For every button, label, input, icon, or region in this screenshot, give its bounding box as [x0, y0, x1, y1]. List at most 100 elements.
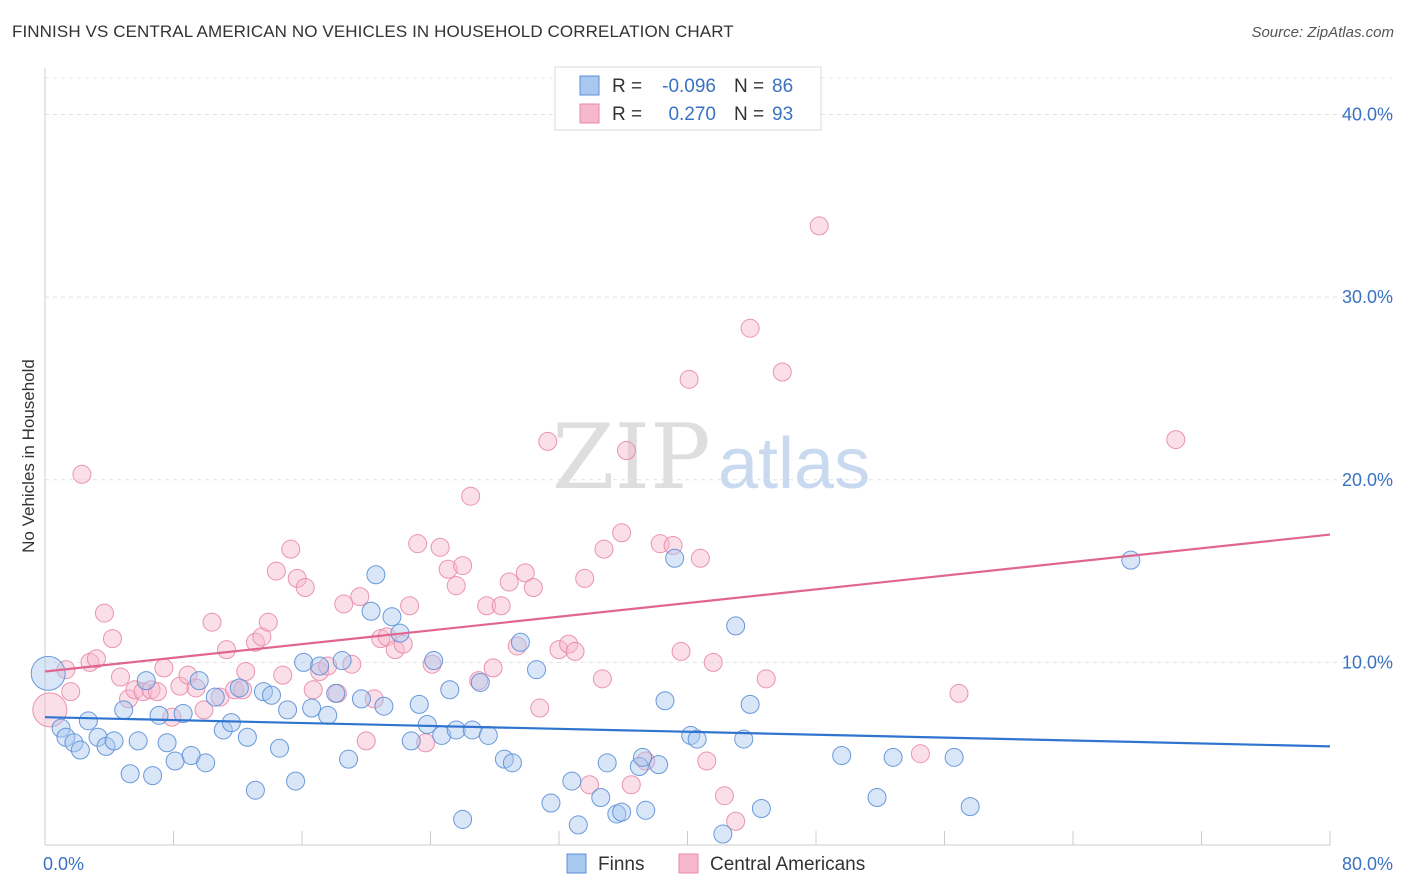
finns-point	[665, 548, 685, 568]
finns-point	[649, 755, 669, 775]
finns-point	[453, 809, 473, 829]
finns-point	[960, 797, 980, 817]
finns-point	[189, 671, 209, 691]
central-americans-point	[594, 539, 614, 559]
finns-point	[114, 700, 134, 720]
finns-trendline	[44, 716, 1331, 748]
central-americans-point	[72, 464, 92, 484]
y-tick-label: 40.0%	[1342, 105, 1393, 125]
finns-point	[462, 720, 482, 740]
finns-point	[527, 660, 547, 680]
central-americans-point	[756, 669, 776, 689]
legend-finns-label: Finns	[598, 854, 644, 875]
central-americans-point	[430, 537, 450, 557]
central-americans-point	[726, 811, 746, 831]
axes	[44, 68, 1331, 846]
central-americans-point	[202, 612, 222, 632]
central-americans-point	[154, 658, 174, 678]
finns-point	[510, 632, 530, 652]
watermark-atlas: atlas	[718, 424, 870, 504]
central-americans-point	[612, 523, 632, 543]
finns-point	[633, 747, 653, 767]
finns-point	[104, 731, 124, 751]
finns-point	[318, 705, 338, 725]
central-r-label: R =	[612, 104, 642, 125]
central-americans-point	[342, 654, 362, 674]
finns-point	[361, 601, 381, 621]
central-americans-point	[507, 636, 527, 656]
tick-labels: 10.0% 20.0% 30.0% 40.0% 0.0% 80.0%	[43, 105, 1393, 874]
finns-point	[64, 733, 84, 753]
finns-n-label: N =	[734, 76, 764, 97]
finns-point	[401, 731, 421, 751]
finns-point	[562, 771, 582, 791]
central-swatch	[579, 103, 600, 124]
finns-point	[636, 800, 656, 820]
finns-point	[478, 725, 498, 745]
legend-finns-swatch	[566, 853, 587, 874]
central-americans-point	[133, 682, 153, 702]
central-americans-point	[217, 640, 237, 660]
central-americans-point	[110, 667, 130, 687]
stats-legend: R = -0.096 N = 86 R = 0.270 N = 93	[554, 66, 822, 131]
central-americans-point	[523, 578, 543, 598]
finns-point	[424, 651, 444, 671]
finns-point	[883, 747, 903, 767]
central-americans-point	[703, 652, 723, 672]
finns-point	[157, 733, 177, 753]
central-americans-point	[438, 559, 458, 579]
finns-point	[568, 815, 588, 835]
finns-points	[30, 548, 1141, 844]
central-americans-point	[565, 641, 585, 661]
central-americans-point	[245, 632, 265, 652]
central-americans-point	[530, 698, 550, 718]
central-r-value: 0.270	[668, 104, 716, 125]
finns-point	[440, 680, 460, 700]
finns-point	[541, 793, 561, 813]
central-americans-point	[295, 578, 315, 598]
finns-point	[149, 705, 169, 725]
central-americans-point	[266, 561, 286, 581]
central-americans-point	[393, 634, 413, 654]
finns-point	[339, 749, 359, 769]
finns-point	[713, 824, 733, 844]
central-americans-point	[236, 662, 256, 682]
central-americans-point	[714, 786, 734, 806]
central-americans-point	[671, 641, 691, 661]
central-americans-point	[273, 665, 293, 685]
central-n-value: 93	[772, 104, 793, 125]
central-americans-point	[491, 596, 511, 616]
central-americans-point	[697, 751, 717, 771]
finns-point	[751, 798, 771, 818]
y-axis-label: No Vehicles in Household	[19, 359, 38, 553]
finns-point	[205, 687, 225, 707]
finns-point	[832, 746, 852, 766]
central-americans-point	[233, 680, 253, 700]
central-americans-point	[949, 683, 969, 703]
finns-point	[120, 764, 140, 784]
central-americans-point	[170, 676, 190, 696]
central-americans-point	[194, 700, 214, 720]
central-americans-point	[281, 539, 301, 559]
finns-point	[591, 788, 611, 808]
finns-r-value: -0.096	[662, 76, 716, 97]
trendlines	[44, 533, 1331, 748]
finns-point	[612, 802, 632, 822]
finns-point	[70, 740, 90, 760]
central-americans-point	[559, 634, 579, 654]
finns-point	[351, 689, 371, 709]
finns-point	[51, 718, 71, 738]
finns-point	[30, 655, 66, 691]
finns-point	[143, 766, 163, 786]
central-americans-point	[575, 568, 595, 588]
central-americans-point	[102, 629, 122, 649]
finns-point	[165, 751, 185, 771]
finns-point	[245, 780, 265, 800]
central-americans-point	[303, 680, 323, 700]
finns-r-label: R =	[612, 76, 642, 97]
central-americans-point	[350, 587, 370, 607]
finns-point	[128, 731, 148, 751]
finns-point	[294, 652, 314, 672]
y-tick-label: 30.0%	[1342, 287, 1393, 307]
